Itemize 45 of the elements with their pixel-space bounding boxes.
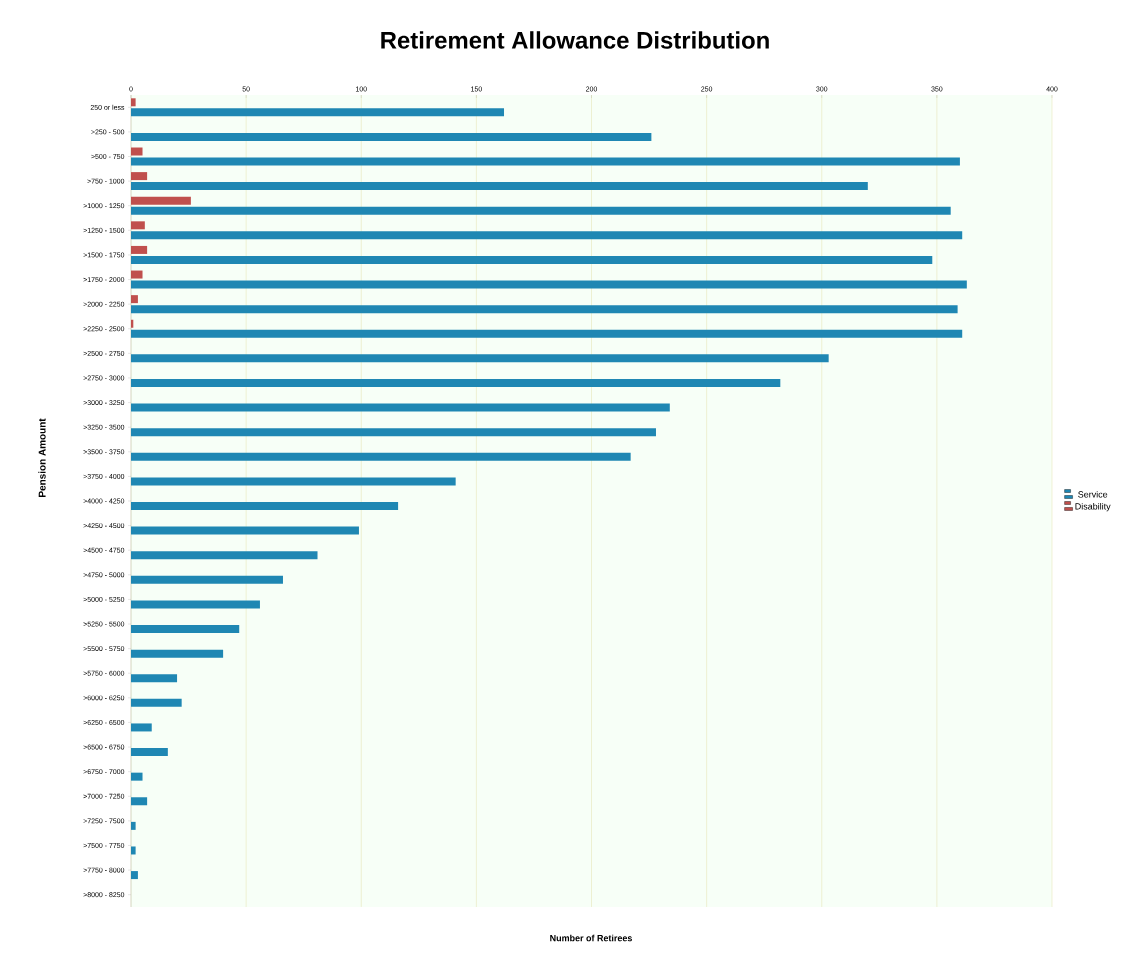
bar xyxy=(131,270,143,279)
bar xyxy=(131,196,191,205)
bar xyxy=(131,723,152,732)
bar xyxy=(131,772,143,781)
bar xyxy=(131,354,829,363)
bar xyxy=(131,748,168,757)
y-axis-title: Pension Amount xyxy=(38,418,46,497)
bar xyxy=(131,280,967,289)
bar xyxy=(131,871,138,880)
bar xyxy=(131,172,148,181)
bar xyxy=(131,526,359,535)
bar xyxy=(131,255,933,264)
bar xyxy=(131,221,145,230)
bar xyxy=(131,206,951,215)
bar xyxy=(131,147,143,156)
bar xyxy=(131,649,224,658)
bar xyxy=(131,821,136,830)
bar xyxy=(131,477,456,486)
legend-label: Disability xyxy=(1075,502,1111,512)
bar xyxy=(131,231,963,240)
bar xyxy=(131,403,670,412)
chart-title: Retirement Allowance Distribution xyxy=(381,31,769,49)
bar xyxy=(131,378,781,387)
bar xyxy=(131,245,148,254)
bar xyxy=(131,501,399,510)
bar xyxy=(131,846,136,855)
legend-label: Service xyxy=(1078,491,1108,498)
bar xyxy=(131,157,960,166)
bar xyxy=(131,600,260,609)
bar xyxy=(131,182,868,191)
bar xyxy=(131,551,318,560)
bar xyxy=(131,295,138,304)
bar xyxy=(131,797,148,806)
x-axis-title: Number of Retirees xyxy=(550,934,632,942)
bar xyxy=(131,452,631,461)
bar xyxy=(131,305,958,314)
bar xyxy=(131,329,963,338)
bar xyxy=(131,428,656,437)
bar xyxy=(131,698,182,707)
bar xyxy=(131,132,652,141)
bar xyxy=(131,575,283,584)
bar xyxy=(131,108,505,117)
bar xyxy=(131,625,240,634)
bar xyxy=(131,674,178,683)
bar xyxy=(131,98,136,107)
